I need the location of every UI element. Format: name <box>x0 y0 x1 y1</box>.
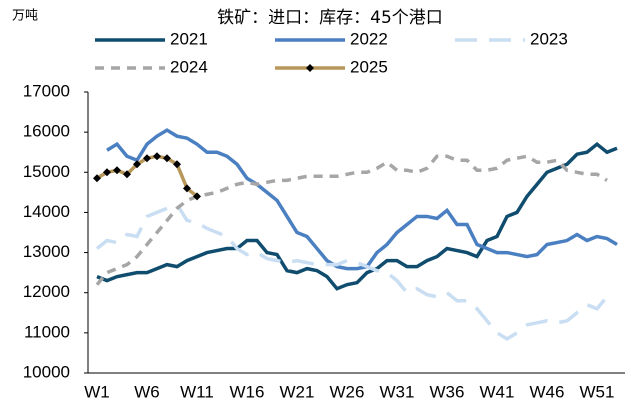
marker <box>173 160 181 169</box>
x-tick-label: W31 <box>380 382 415 401</box>
x-tick-label: W51 <box>580 382 615 401</box>
marker <box>153 152 161 161</box>
legend-label: 2021 <box>170 29 208 48</box>
x-tick-label: W21 <box>280 382 315 401</box>
x-tick-label: W1 <box>84 382 110 401</box>
legend-label: 2024 <box>170 57 208 76</box>
y-tick-label: 14000 <box>23 202 70 221</box>
y-tick-label: 13000 <box>23 242 70 261</box>
x-tick-label: W16 <box>230 382 265 401</box>
marker <box>183 184 191 193</box>
marker <box>163 154 171 163</box>
marker <box>113 166 121 175</box>
x-tick-label: W26 <box>330 382 365 401</box>
series-line <box>95 154 608 286</box>
legend-label: 2025 <box>350 57 388 76</box>
y-tick-label: 12000 <box>23 282 70 301</box>
x-tick-label: W11 <box>180 382 214 401</box>
x-tick-label: W41 <box>480 382 515 401</box>
y-tick-label: 10000 <box>23 362 70 381</box>
marker <box>143 154 151 163</box>
y-unit: 万吨 <box>12 9 38 24</box>
series-line <box>106 128 618 271</box>
marker <box>193 192 201 201</box>
series-line <box>95 202 609 341</box>
y-tick-label: 11000 <box>24 322 70 341</box>
legend-label: 2022 <box>350 29 388 48</box>
y-tick-label: 15000 <box>23 162 70 181</box>
x-tick-label: W36 <box>430 382 465 401</box>
marker <box>123 170 131 179</box>
series-line <box>96 154 199 198</box>
marker <box>133 160 141 169</box>
x-tick-label: W6 <box>134 382 160 401</box>
marker <box>103 168 111 177</box>
series-line <box>96 141 618 291</box>
y-tick-label: 16000 <box>23 122 70 141</box>
legend-marker <box>306 64 314 72</box>
chart-title: 铁矿：进口：库存：45个港口 <box>217 8 443 28</box>
x-tick-label: W46 <box>530 382 565 401</box>
legend-label: 2023 <box>530 29 568 48</box>
marker <box>93 174 101 183</box>
y-tick-label: 17000 <box>23 81 70 100</box>
